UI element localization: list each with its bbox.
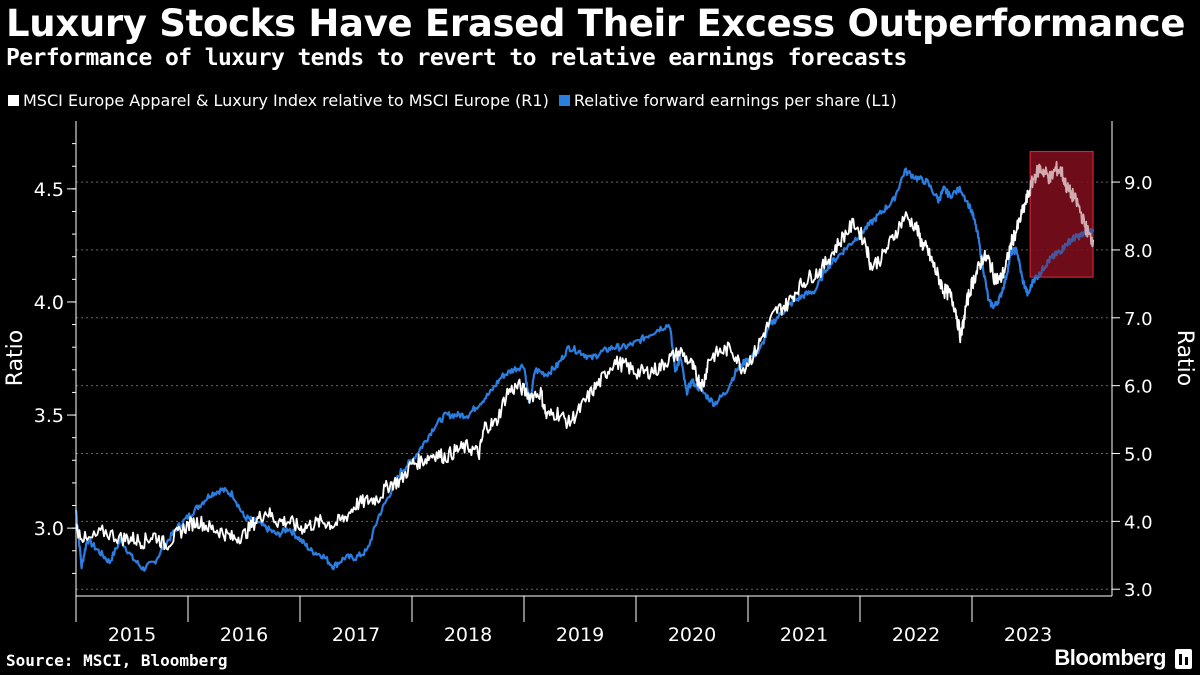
bloomberg-logo: Bloomberg [1054,645,1166,670]
x-axis-year-label: 2021 [780,624,828,646]
right-axis-tick-label: 3.0 [1124,580,1153,601]
right-axis-tick-label: 5.0 [1124,445,1153,466]
right-axis-tick-label: 9.0 [1124,173,1153,194]
left-axis-tick-label: 3.5 [34,405,64,427]
legend-swatch-ratio [8,95,19,106]
axes: 3.0 4.0 5.0 6.0 7.0 8.0 9.0 3.0 3.5 4.0 4.5 2015 201… [34,121,1153,646]
left-axis-label: Ratio [3,330,28,386]
right-axis-tick-label: 4.0 [1124,512,1153,533]
x-axis-year-label: 2019 [556,624,604,646]
x-axis-year-label: 2015 [108,624,156,646]
series-line-ratio [75,160,1094,551]
legend-swatch-eps [558,95,570,106]
legend-label-eps: Relative forward earnings per share (L1) [573,91,897,110]
right-axis-tick-label: 8.0 [1124,241,1153,262]
x-axis-year-label: 2022 [892,624,940,646]
chart-title: Luxury Stocks Have Erased Their Excess O… [6,2,1186,45]
bloomberg-logo-icon [1175,649,1192,669]
legend-label-ratio: MSCI Europe Apparel & Luxury Index relat… [23,91,549,110]
legend: MSCI Europe Apparel & Luxury Index relat… [8,91,907,110]
chart-subtitle: Performance of luxury tends to revert to… [6,45,907,71]
x-axis-year-label: 2018 [444,624,492,646]
legend-item-eps: Relative forward earnings per share (L1) [558,91,897,110]
right-axis-tick-label: 7.0 [1124,309,1153,330]
left-axis-tick-label: 3.0 [34,518,64,540]
highlight-tint [1030,151,1093,278]
source-note: Source: MSCI, Bloomberg [6,651,228,670]
right-axis-label: Ratio [1172,330,1197,386]
x-axis-year-label: 2023 [1004,624,1052,646]
right-axis-tick-label: 6.0 [1124,377,1153,398]
x-axis-year-label: 2020 [668,624,716,646]
left-axis-tick-label: 4.5 [34,179,64,201]
x-axis-year-label: 2016 [220,624,268,646]
series-line-eps [74,167,1095,572]
left-axis-tick-label: 4.0 [34,292,64,314]
series-lines [74,151,1095,572]
legend-item-ratio: MSCI Europe Apparel & Luxury Index relat… [8,91,549,110]
x-axis-year-label: 2017 [332,624,380,646]
